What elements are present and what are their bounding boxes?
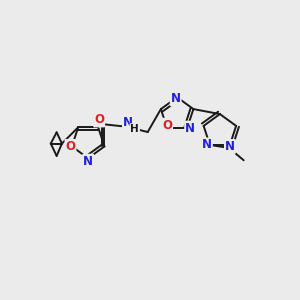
Text: N: N xyxy=(185,122,195,135)
Text: O: O xyxy=(162,119,172,132)
Text: N: N xyxy=(83,155,93,168)
Text: N: N xyxy=(225,140,235,153)
Text: H: H xyxy=(130,124,139,134)
Text: N: N xyxy=(171,92,181,105)
Text: N: N xyxy=(202,139,212,152)
Text: N: N xyxy=(123,116,133,129)
Text: O: O xyxy=(94,113,104,126)
Text: O: O xyxy=(65,140,76,153)
